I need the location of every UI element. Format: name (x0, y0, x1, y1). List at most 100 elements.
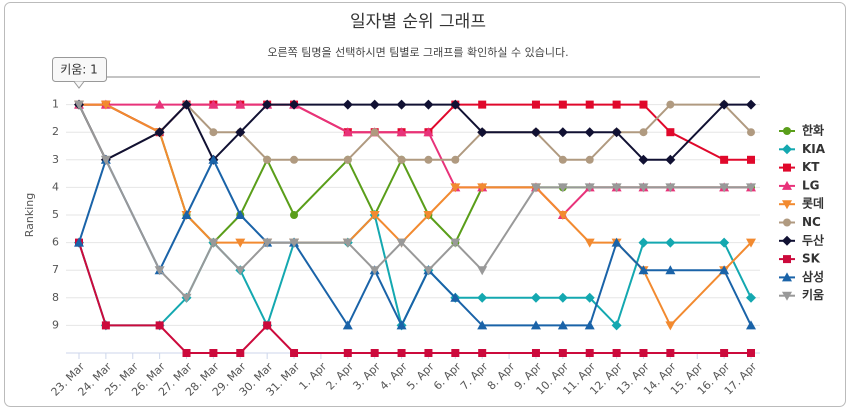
marker (74, 237, 84, 247)
marker (423, 127, 434, 137)
marker (235, 266, 246, 276)
legend-item[interactable]: 키움 (779, 287, 824, 302)
marker (584, 238, 595, 248)
marker (235, 127, 246, 138)
marker (746, 183, 756, 193)
legend-item[interactable]: KT (779, 160, 820, 174)
marker (477, 183, 488, 193)
marker (290, 211, 299, 219)
marker (782, 235, 792, 246)
legend-label: 키움 (802, 287, 824, 302)
marker (262, 238, 273, 248)
marker (154, 127, 165, 138)
series (74, 100, 756, 303)
marker (584, 292, 595, 303)
y-tick-label: 5 (52, 208, 59, 221)
marker (666, 100, 675, 109)
marker (424, 155, 433, 164)
marker (531, 100, 540, 109)
y-tick-label: 7 (52, 263, 59, 276)
legend-item[interactable]: 한화 (779, 123, 824, 138)
marker (101, 321, 110, 330)
marker (530, 292, 541, 303)
marker (747, 128, 755, 137)
marker (450, 99, 461, 110)
marker (638, 237, 649, 248)
marker (783, 163, 791, 172)
marker (235, 99, 246, 109)
marker (342, 99, 353, 110)
marker (477, 127, 488, 138)
marker (450, 238, 461, 248)
marker (612, 349, 621, 357)
marker (397, 349, 406, 357)
y-tick-label: 9 (52, 318, 59, 331)
marker (584, 183, 595, 193)
marker (746, 292, 756, 303)
marker (638, 154, 649, 165)
marker (289, 238, 300, 248)
marker (557, 127, 568, 138)
marker (424, 349, 433, 357)
marker (369, 99, 380, 110)
marker (639, 100, 648, 109)
legend-item[interactable]: SK (779, 252, 821, 266)
marker (396, 320, 407, 330)
legend-label: LG (802, 178, 820, 192)
marker (782, 272, 792, 282)
marker (720, 155, 729, 164)
marker (209, 128, 218, 137)
marker (782, 291, 792, 301)
legend-item[interactable]: 두산 (779, 232, 824, 247)
marker (423, 211, 434, 220)
marker (585, 100, 594, 109)
marker (584, 127, 595, 138)
marker (665, 237, 676, 248)
marker (530, 183, 541, 193)
marker (477, 320, 488, 330)
marker (208, 99, 219, 109)
marker (154, 266, 165, 276)
series (74, 154, 756, 330)
marker (558, 155, 567, 164)
tooltip: 키움: 1 (52, 57, 107, 89)
marker (370, 128, 379, 137)
legend-item[interactable]: KIA (779, 142, 826, 156)
marker (584, 320, 595, 330)
marker (343, 349, 352, 357)
legend-item[interactable]: 롯데 (779, 196, 824, 211)
marker (477, 266, 488, 276)
marker (611, 237, 622, 247)
legend-label: KT (802, 160, 820, 174)
marker (557, 320, 568, 330)
legend-label: 롯데 (802, 196, 824, 211)
marker (746, 320, 756, 330)
marker (638, 265, 649, 275)
marker (155, 321, 164, 330)
marker (557, 211, 568, 220)
legend-item[interactable]: LG (779, 178, 820, 192)
marker (290, 155, 299, 164)
series-line (78, 157, 752, 328)
marker (289, 99, 300, 110)
marker (782, 180, 792, 190)
series-line (78, 104, 751, 300)
legend-item[interactable]: 삼성 (779, 269, 824, 284)
series-line (78, 102, 751, 162)
y-tick-label: 6 (52, 236, 59, 249)
legend-item[interactable]: NC (779, 215, 821, 229)
marker (746, 238, 756, 248)
legend-label: 삼성 (802, 269, 824, 284)
marker (181, 293, 192, 303)
marker (451, 349, 460, 357)
marker (263, 155, 272, 164)
marker (208, 238, 219, 248)
marker (423, 99, 434, 110)
marker (208, 154, 219, 164)
marker (369, 266, 380, 276)
marker (746, 99, 756, 110)
y-tick-label: 3 (52, 153, 59, 166)
marker (585, 349, 594, 357)
legend-label: 한화 (802, 123, 824, 138)
